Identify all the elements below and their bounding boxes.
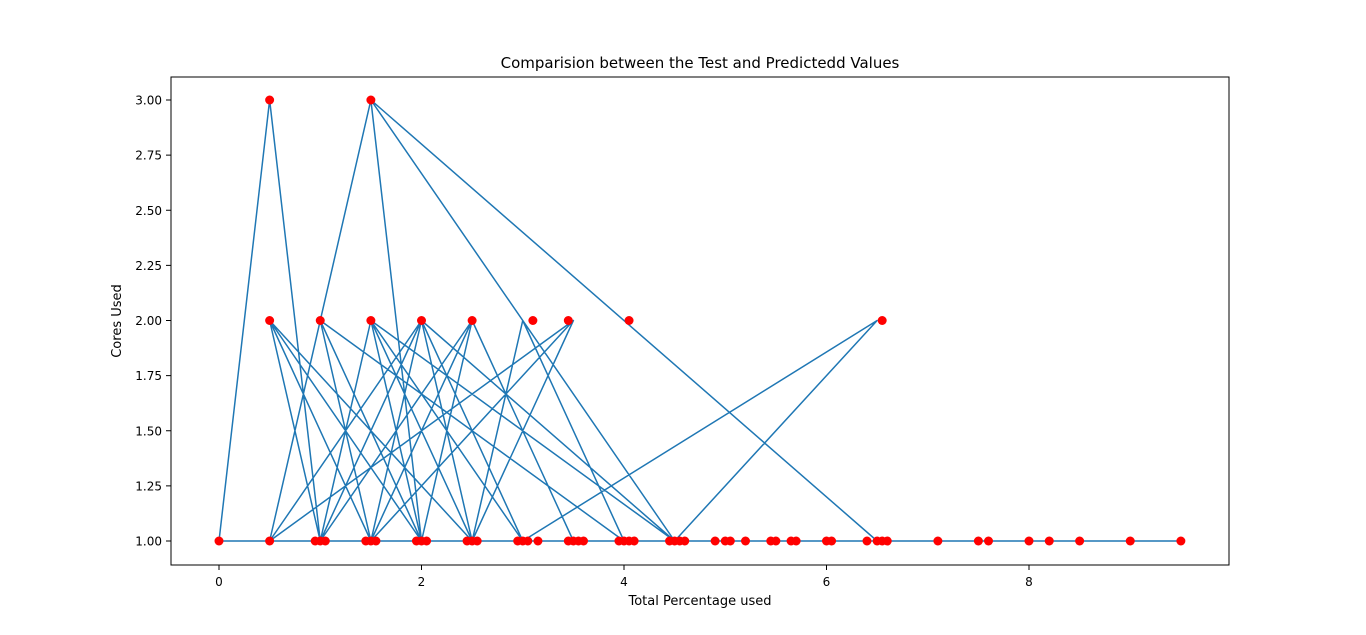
y-tick-label: 2.25 <box>135 259 162 273</box>
x-tick-label: 8 <box>1025 575 1033 589</box>
data-point <box>417 316 426 325</box>
data-point <box>315 316 325 325</box>
data-point <box>467 316 477 325</box>
data-point <box>629 536 639 546</box>
data-point <box>1176 536 1186 546</box>
data-point <box>680 536 690 546</box>
y-tick-label: 2.75 <box>135 149 162 163</box>
data-point <box>862 536 872 546</box>
x-axis-label: Total Percentage used <box>627 594 771 609</box>
data-point <box>741 536 750 546</box>
y-tick-label: 2.50 <box>135 204 162 218</box>
data-point <box>563 316 573 325</box>
data-point <box>214 536 224 546</box>
x-tick-label: 6 <box>823 575 831 589</box>
data-point <box>472 536 482 546</box>
x-axis: 0 2 4 6 8 <box>215 565 1033 589</box>
data-point <box>973 536 983 546</box>
data-point <box>827 536 837 546</box>
data-point <box>523 536 533 546</box>
data-point <box>1044 536 1054 546</box>
data-point <box>1125 536 1135 546</box>
data-point <box>265 536 275 546</box>
data-point <box>1075 536 1085 546</box>
y-tick-label: 3.00 <box>135 94 162 108</box>
y-tick-label: 2.00 <box>135 314 162 328</box>
data-point <box>1024 536 1034 546</box>
x-tick-label: 0 <box>215 575 223 589</box>
data-point <box>624 316 634 325</box>
data-point <box>882 536 892 546</box>
data-point <box>579 536 588 546</box>
data-point <box>265 95 275 105</box>
data-point <box>371 536 381 546</box>
data-point <box>366 95 376 105</box>
plot-points <box>214 95 1186 546</box>
data-point <box>422 536 432 546</box>
data-point <box>533 536 543 546</box>
data-point <box>877 316 887 325</box>
data-point <box>725 536 735 546</box>
y-tick-label: 1.75 <box>135 369 162 383</box>
chart-title: Comparision between the Test and Predict… <box>501 54 900 72</box>
data-point <box>984 536 993 546</box>
y-axis: 1.00 1.25 1.50 1.75 2.00 2.25 2.50 2.75 3.00 <box>135 94 171 549</box>
x-tick-label: 2 <box>418 575 426 589</box>
data-point <box>933 536 943 546</box>
data-point <box>791 536 801 546</box>
data-point <box>528 316 538 325</box>
data-point <box>320 536 330 546</box>
data-point <box>771 536 781 546</box>
y-tick-label: 1.25 <box>135 479 162 493</box>
data-point <box>265 316 275 325</box>
data-point <box>710 536 720 546</box>
x-tick-label: 4 <box>620 575 628 589</box>
y-tick-label: 1.00 <box>135 535 162 549</box>
data-point <box>366 316 376 325</box>
y-tick-label: 1.50 <box>135 424 162 438</box>
y-axis-label: Cores Used <box>110 284 125 358</box>
